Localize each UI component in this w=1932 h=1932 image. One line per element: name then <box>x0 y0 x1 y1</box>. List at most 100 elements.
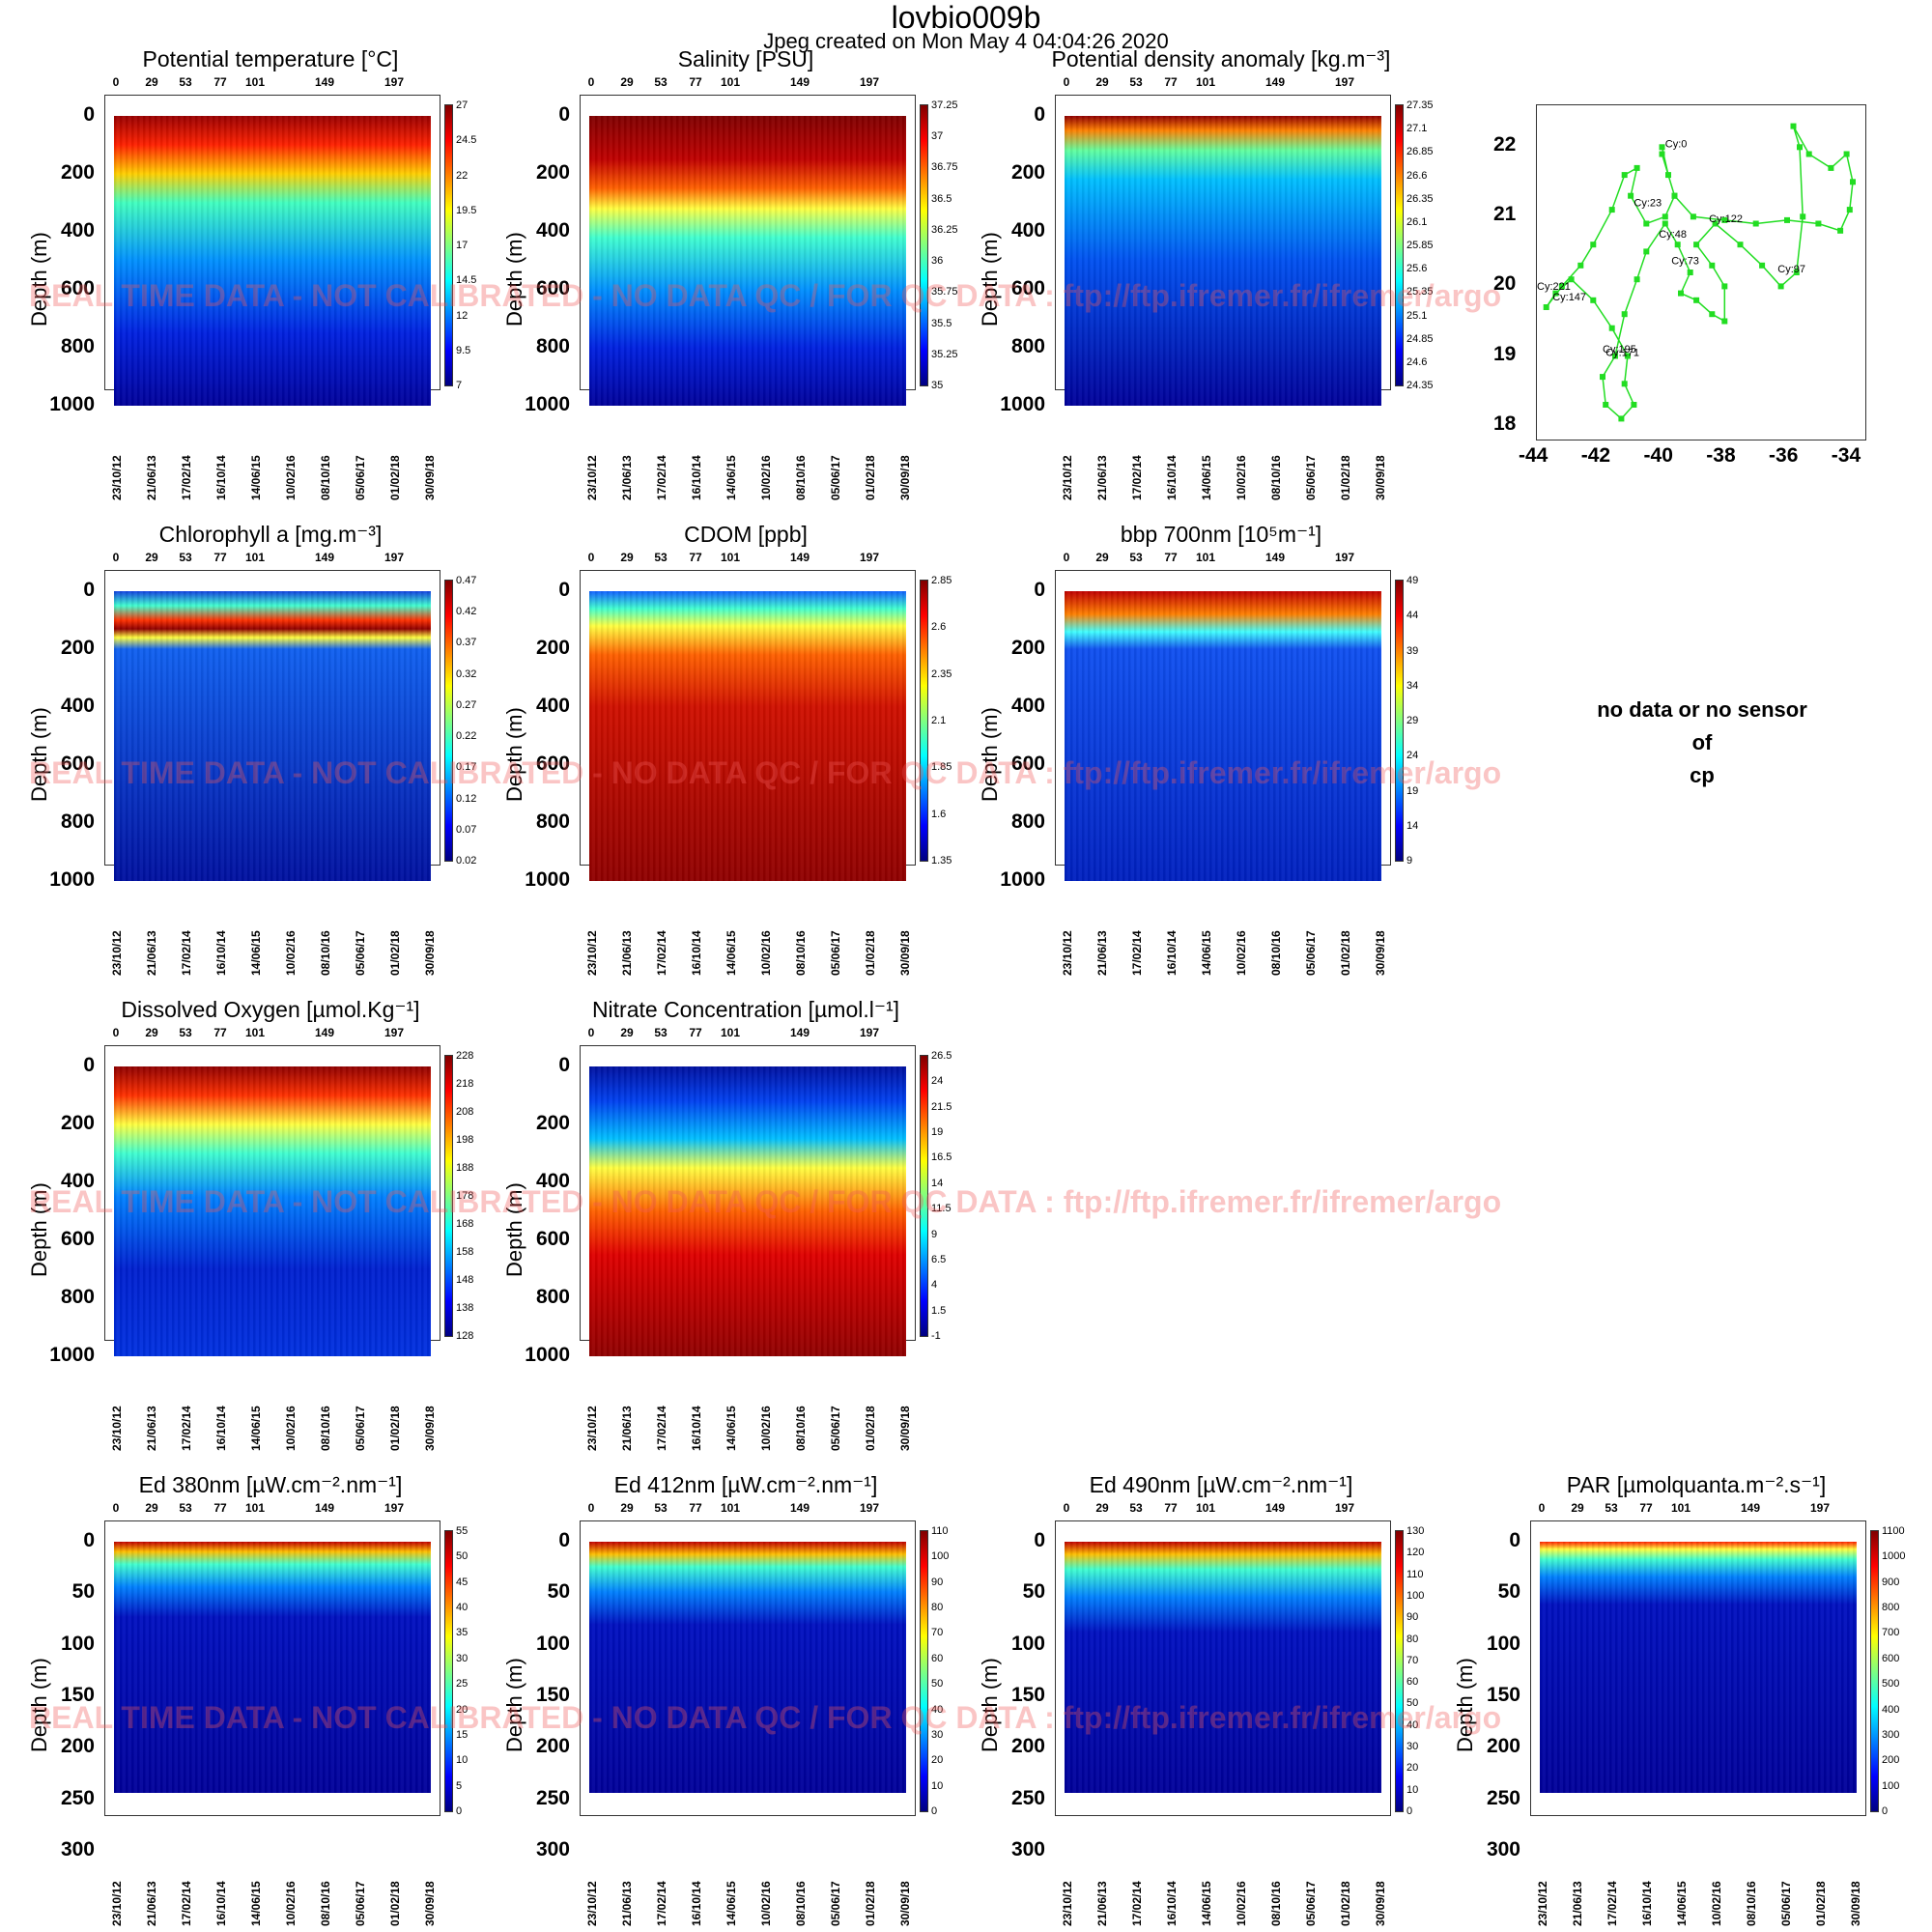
trajectory-point <box>1568 276 1575 283</box>
depth-tick-label: 800 <box>535 810 570 833</box>
panel-nitrate: Nitrate Concentration [µmol.l⁻¹] 0 29 53 77 1… <box>475 997 952 1470</box>
panel-title: Potential temperature [°C] <box>142 46 399 71</box>
colorbar-tick-label: 35.5 <box>931 317 952 329</box>
colorbar-tick-label: 15 <box>456 1728 469 1741</box>
colorbar-tick-label: 6.5 <box>931 1253 947 1265</box>
depth-tick-label: 200 <box>535 1112 570 1134</box>
colorbar-tick-label: 19 <box>1406 784 1419 797</box>
date-tick-label: 05/06/17 <box>1304 930 1318 976</box>
panel-ed380: Ed 380nm [µW.cm⁻².nm⁻¹] 0 29 53 77 101 149 197 0… <box>0 1472 473 1932</box>
date-tick-label: 16/10/14 <box>214 1881 228 1926</box>
cycle-tick: 101 <box>1670 1501 1691 1515</box>
colorbar-tick-label: 80 <box>1406 1633 1419 1645</box>
colorbar-tick-label: 29 <box>1406 715 1419 726</box>
depth-axis-label: Depth (m) <box>27 707 51 802</box>
map-x-tick-label: -44 <box>1519 444 1548 467</box>
colorbar-tick-label: 9.5 <box>456 344 471 356</box>
date-tick-label: 17/02/14 <box>655 455 668 500</box>
colorbar-tick-label: 0.42 <box>456 606 477 618</box>
cycle-tick: 53 <box>179 75 192 89</box>
date-tick-label: 01/02/18 <box>1339 1881 1352 1926</box>
depth-tick-label: 400 <box>60 695 95 717</box>
depth-tick-label: 600 <box>535 1228 570 1250</box>
panel-title: Potential density anomaly [kg.m⁻³] <box>1051 46 1391 71</box>
date-tick-label: 30/09/18 <box>898 1406 912 1451</box>
colorbar-tick-label: 37.25 <box>931 99 958 111</box>
depth-tick-label: 250 <box>60 1786 95 1809</box>
depth-tick-label: 0 <box>83 1054 95 1076</box>
colorbar-tick-label: 25.1 <box>1406 309 1428 322</box>
trajectory-point <box>1837 227 1844 234</box>
date-tick-label: 14/06/15 <box>724 930 738 976</box>
depth-tick-label: 600 <box>1010 753 1045 775</box>
date-tick-label: 14/06/15 <box>1200 930 1213 976</box>
colorbar-tick-label: 50 <box>456 1550 469 1563</box>
colorbar-tick-label: 25.85 <box>1406 240 1434 251</box>
date-tick-label: 01/02/18 <box>388 1406 402 1451</box>
cycle-tick: 197 <box>384 1026 405 1039</box>
depth-tick-label: 600 <box>1010 277 1045 299</box>
map-y-tick-label: 20 <box>1493 272 1517 296</box>
date-tick-label: 23/10/12 <box>1536 1881 1549 1926</box>
colorbar-tick-label: 30 <box>931 1728 944 1741</box>
depth-tick-label: 1000 <box>525 868 570 891</box>
cycle-tick: 149 <box>1264 1501 1286 1515</box>
colorbar-tick-label: 19 <box>931 1126 944 1139</box>
depth-tick-label: 0 <box>83 579 95 601</box>
date-tick-label: 05/06/17 <box>354 1881 367 1926</box>
cycle-tick: 101 <box>1195 551 1216 564</box>
depth-tick-label: 400 <box>535 1170 570 1192</box>
colorbar-tick-label: 90 <box>1406 1611 1419 1624</box>
trajectory-point <box>1709 262 1716 269</box>
panel-title: Salinity [PSU] <box>677 46 814 71</box>
cycle-tick: 77 <box>1639 1501 1653 1515</box>
date-tick-label: 23/10/12 <box>1061 930 1074 976</box>
cycle-tick: 77 <box>1164 1501 1178 1515</box>
colorbar-tick-label: 198 <box>456 1134 474 1146</box>
colorbar-tick-label: 800 <box>1882 1602 1900 1614</box>
heatmap-texture <box>114 591 431 881</box>
date-tick-label: 17/02/14 <box>655 1406 668 1451</box>
depth-tick-label: 1000 <box>1000 393 1045 415</box>
colorbar-tick-label: 100 <box>931 1550 950 1563</box>
colorbar-tick-label: 25.35 <box>1406 286 1434 298</box>
map-y-tick-label: 19 <box>1493 342 1517 365</box>
trajectory-point <box>1590 297 1597 303</box>
depth-tick-label: 400 <box>535 695 570 717</box>
date-tick-label: 05/06/17 <box>1304 1881 1318 1926</box>
heatmap-area <box>114 591 431 881</box>
depth-tick-label: 600 <box>535 753 570 775</box>
depth-axis-label: Depth (m) <box>27 1182 51 1277</box>
trajectory-line <box>1546 126 1854 420</box>
date-tick-label: 08/10/16 <box>319 455 332 500</box>
cycle-label: Cy:221 <box>1537 281 1571 293</box>
date-tick-label: 01/02/18 <box>864 1406 877 1451</box>
date-tick-label: 17/02/14 <box>655 1881 668 1926</box>
depth-tick-label: 200 <box>1486 1735 1520 1758</box>
cycle-tick: 0 <box>587 75 595 89</box>
colorbar <box>1870 1530 1879 1812</box>
colorbar-tick-label: 36 <box>931 255 944 268</box>
colorbar-tick-label: 27.35 <box>1406 99 1434 111</box>
cycle-tick: 53 <box>179 1026 192 1039</box>
colorbar-tick-label: 35.25 <box>931 348 958 360</box>
depth-tick-label: 0 <box>558 1054 570 1076</box>
colorbar-tick-label: 0.22 <box>456 730 477 743</box>
colorbar-tick-label: 16.5 <box>931 1151 952 1164</box>
date-tick-label: 10/02/16 <box>759 930 773 976</box>
colorbar-tick-label: 600 <box>1882 1652 1900 1664</box>
colorbar-tick-label: 138 <box>456 1302 474 1314</box>
date-tick-label: 05/06/17 <box>354 930 367 976</box>
date-tick-label: 10/02/16 <box>759 1406 773 1451</box>
date-tick-label: 21/06/13 <box>620 1406 634 1451</box>
trajectory-point <box>1621 311 1628 318</box>
depth-tick-label: 0 <box>1034 579 1045 601</box>
cycle-tick: 0 <box>1063 1501 1070 1515</box>
depth-tick-label: 800 <box>60 1286 95 1308</box>
colorbar-tick-label: 158 <box>456 1246 474 1258</box>
colorbar-tick-label: 26.35 <box>1406 192 1434 205</box>
date-tick-label: 23/10/12 <box>110 1881 124 1926</box>
depth-tick-label: 1000 <box>49 1344 95 1366</box>
cycle-tick: 29 <box>145 1026 158 1039</box>
date-tick-label: 05/06/17 <box>829 455 842 500</box>
